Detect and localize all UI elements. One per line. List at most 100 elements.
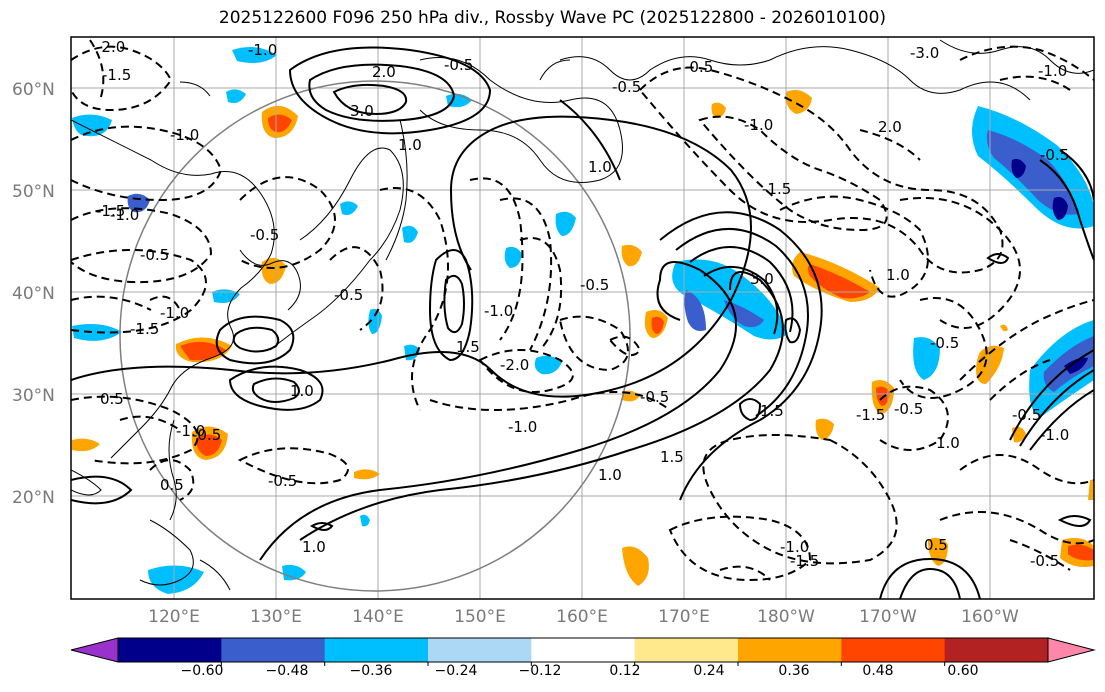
contour-label: -1.0	[160, 304, 189, 322]
contour-label: -3.0	[910, 44, 939, 62]
contour-label: -0.5	[250, 226, 279, 244]
contour-label: 1.0	[598, 466, 622, 484]
lon-tick-label: 180°W	[757, 607, 815, 627]
contour-label: -0.5	[192, 426, 221, 444]
colorbar-tick-label: 0.48	[862, 663, 893, 679]
colorbar-segment	[324, 638, 429, 662]
contour-label: -1.5	[790, 552, 819, 570]
contour-label: 1.5	[660, 448, 684, 466]
contour-label: -1.0	[248, 41, 277, 59]
contour-label: -0.5	[580, 276, 609, 294]
contour-label: -1.5	[102, 66, 131, 84]
positive-contours	[71, 46, 1094, 599]
contour-label: -0.5	[334, 286, 363, 304]
lon-tick-label: 170°W	[859, 607, 917, 627]
page-title: 2025122600 F096 250 hPa div., Rossby Wav…	[218, 8, 887, 28]
colorbar-tick-label: 0.12	[609, 663, 640, 679]
contour-label: -1.5	[130, 320, 159, 338]
colorbar-segment	[634, 638, 739, 662]
map-frame	[70, 36, 1095, 600]
lon-tick-label: 160°E	[556, 607, 608, 627]
contour-label: 0.5	[924, 536, 948, 554]
contour-labels: -1.0 2.0 -0.5 -0.5 -3.0 -1.0 -0.5 -1.5 -…	[96, 38, 1069, 570]
colorbar-extend-low	[70, 637, 119, 663]
contour-label: -0.5	[1040, 146, 1069, 164]
graticule	[71, 37, 1094, 599]
colorbar-segment	[428, 638, 532, 662]
contour-label: 1.0	[398, 136, 422, 154]
contour-label: -0.5	[1012, 406, 1041, 424]
colorbar-tick-label: −0.60	[181, 663, 224, 679]
contour-label: -0.5	[444, 56, 473, 74]
contour-label: -1.5	[856, 406, 885, 424]
lat-tick-label: 20°N	[12, 488, 55, 508]
contour-label: 1.0	[290, 382, 314, 400]
contour-label: -1.5	[762, 180, 791, 198]
contour-label: -2.0	[500, 356, 529, 374]
colorbar-segment	[221, 638, 326, 662]
contour-label: -0.5	[1030, 552, 1059, 570]
contour-label: -0.5	[894, 400, 923, 418]
contour-label: -0.5	[930, 334, 959, 352]
colorbar-ticks: −0.60 −0.48 −0.36 −0.24 −0.12 0.12 0.24 …	[181, 663, 979, 679]
contour-label: -1.0	[110, 206, 139, 224]
contour-label: -1.0	[1040, 426, 1069, 444]
contour-label: -2.0	[96, 38, 125, 56]
colorbar-tick-label: 0.36	[778, 663, 809, 679]
colorbar-tick-label: 0.24	[693, 663, 724, 679]
colorbar-tick-label: 0.60	[947, 663, 978, 679]
colorbar-segment	[738, 638, 842, 662]
lon-tick-label: 130°E	[250, 607, 302, 627]
contour-label: 1.0	[302, 538, 326, 556]
region-circle	[119, 80, 631, 592]
contour-label: -1.0	[744, 116, 773, 134]
lat-tick-label: 30°N	[12, 386, 55, 406]
contour-label: -1.0	[176, 422, 205, 440]
lat-tick-label: 50°N	[12, 182, 55, 202]
contour-label: 3.0	[750, 270, 774, 288]
contour-label: -1.0	[1038, 62, 1067, 80]
contour-label: 1.5	[760, 402, 784, 420]
lat-tick-label: 40°N	[12, 284, 55, 304]
contour-label: -1.5	[96, 202, 125, 220]
contour-label: -0.5	[268, 472, 297, 490]
lon-tick-label: 160°W	[961, 607, 1019, 627]
contour-label: 2.0	[878, 118, 902, 136]
contour-label: -0.5	[140, 246, 169, 264]
contour-label: -0.5	[640, 388, 669, 406]
colorbar-frame	[117, 637, 1049, 663]
colorbar-segment	[118, 638, 222, 662]
contour-label: -1.0	[508, 418, 537, 436]
contour-label: 0.5	[100, 390, 124, 408]
contour-label: 1.0	[886, 266, 910, 284]
colorbar-segment	[944, 638, 1049, 662]
contour-label: 3.0	[350, 102, 374, 120]
colorbar-tick-label: −0.36	[350, 663, 393, 679]
colorbar-segment	[531, 638, 636, 662]
lon-tick-label: 170°E	[658, 607, 710, 627]
contour-label: -1.0	[780, 538, 809, 556]
lon-axis: 120°E 130°E 140°E 150°E 160°E 170°E 180°…	[148, 607, 1019, 627]
lon-tick-label: 150°E	[454, 607, 506, 627]
contour-label: 1.0	[588, 158, 612, 176]
lat-axis: 60°N 50°N 40°N 30°N 20°N	[12, 80, 55, 508]
contour-label: -1.0	[170, 126, 199, 144]
contour-label: -1.0	[484, 302, 513, 320]
lon-tick-label: 140°E	[352, 607, 404, 627]
colorbar	[70, 637, 1096, 666]
colorbar-extend-high	[1047, 637, 1096, 663]
contour-label: 1.0	[936, 434, 960, 452]
lon-tick-label: 120°E	[148, 607, 200, 627]
contour-label: -0.5	[684, 58, 713, 76]
contour-label: 2.0	[372, 63, 396, 81]
colorbar-segment	[841, 638, 946, 662]
colorbar-tick-label: −0.24	[435, 663, 478, 679]
contour-label: -0.5	[612, 78, 641, 96]
negative-contours	[71, 39, 1094, 582]
lat-tick-label: 60°N	[12, 80, 55, 100]
contour-label: 1.5	[456, 338, 480, 356]
colorbar-tick-label: −0.12	[519, 663, 562, 679]
contour-label: 0.5	[160, 476, 184, 494]
colorbar-tick-label: −0.48	[266, 663, 309, 679]
